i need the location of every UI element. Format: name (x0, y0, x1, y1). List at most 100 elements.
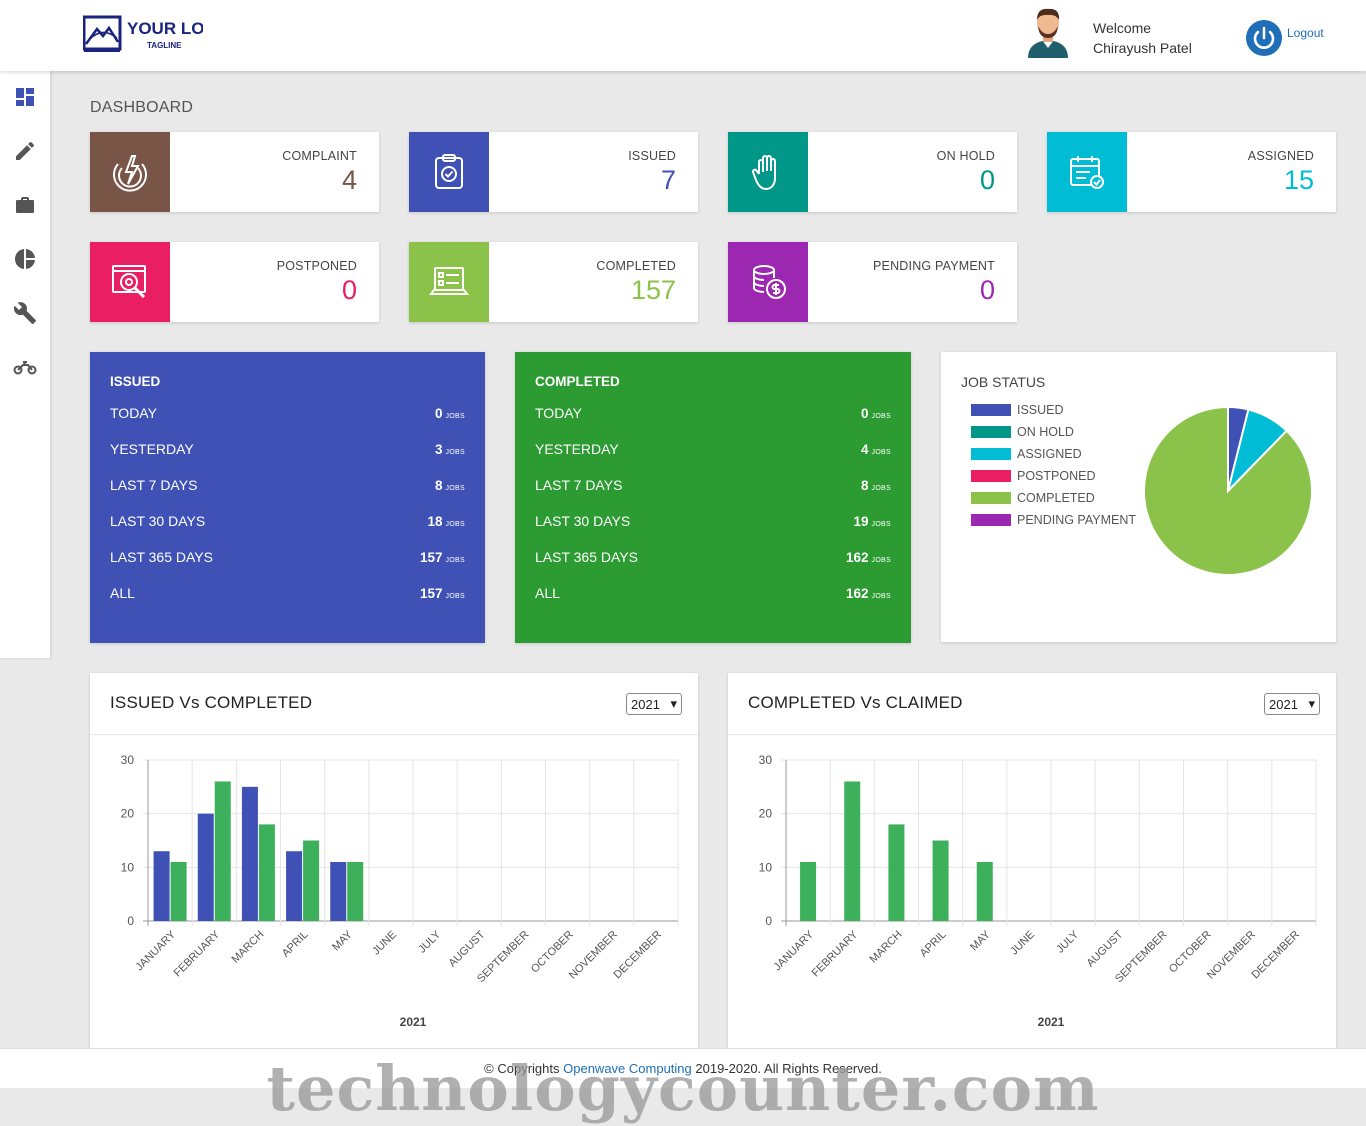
x-tick-label: AUGUST (446, 928, 487, 969)
brand-logo[interactable]: YOUR LOGO TAGLINE (82, 14, 231, 56)
legend-swatch (971, 470, 1011, 482)
bar[interactable] (976, 861, 993, 921)
bar[interactable] (258, 824, 275, 921)
x-tick-label: APRIL (918, 929, 949, 960)
bar[interactable] (888, 824, 905, 921)
pie-chart-icon[interactable] (13, 247, 37, 271)
bar[interactable] (844, 781, 861, 921)
welcome-block: Welcome Chirayush Patel (1093, 18, 1192, 58)
stat-label: COMPLAINT (282, 149, 357, 163)
user-avatar[interactable] (1024, 6, 1072, 58)
stat-card-postponed[interactable]: POSTPONED 0 (90, 242, 379, 322)
stat-value: 157 (630, 275, 676, 305)
page-title: DASHBOARD (90, 99, 194, 116)
legend-swatch (971, 426, 1011, 438)
x-tick-label: APRIL (280, 929, 311, 960)
summary-row: ALL 157 JOBS (110, 585, 465, 621)
summary-row-unit: JOBS (445, 413, 465, 420)
bar[interactable] (303, 840, 320, 922)
bar[interactable] (153, 851, 170, 921)
motorcycle-icon[interactable] (13, 355, 37, 379)
summary-row-value: 162 (845, 586, 869, 601)
bar[interactable] (197, 813, 214, 921)
summary-row-label: LAST 365 DAYS (535, 549, 638, 565)
summary-row-value: 8 (435, 478, 443, 493)
legend-swatch (971, 492, 1011, 504)
stat-value: 4 (341, 165, 357, 195)
stat-card-pending-payment[interactable]: PENDING PAYMENT 0 (728, 242, 1017, 322)
summary-row: LAST 7 DAYS 8 JOBS (110, 477, 465, 513)
summary-row: LAST 365 DAYS 157 JOBS (110, 549, 465, 585)
summary-row-value: 19 (853, 514, 869, 529)
legend-label: ISSUED (1017, 403, 1064, 417)
logo-tagline: TAGLINE (147, 41, 182, 50)
job-status-card: JOB STATUS ISSUED ON HOLD ASSIGNED POSTP… (941, 352, 1336, 642)
legend-item[interactable]: PENDING PAYMENT (971, 509, 1136, 531)
y-tick-label: 10 (759, 860, 773, 874)
x-axis-label: 2021 (1038, 1015, 1065, 1029)
stat-card-assigned[interactable]: ASSIGNED 15 (1047, 132, 1336, 212)
legend-item[interactable]: ASSIGNED (971, 443, 1136, 465)
bar[interactable] (214, 781, 231, 921)
dashboard-icon[interactable] (13, 85, 37, 109)
logo-icon: YOUR LOGO TAGLINE (82, 15, 231, 52)
summary-row-label: TODAY (110, 405, 157, 421)
summary-row-unit: JOBS (445, 449, 465, 456)
bar[interactable] (241, 786, 258, 921)
footer-company-link[interactable]: Openwave Computing (563, 1061, 692, 1076)
wrench-icon[interactable] (13, 301, 37, 325)
year-select[interactable]: 2021 ▾ (626, 693, 682, 715)
bar[interactable] (800, 861, 817, 921)
legend-item[interactable]: COMPLETED (971, 487, 1136, 509)
logout-button[interactable] (1246, 20, 1282, 56)
year-select[interactable]: 2021 ▾ (1264, 693, 1320, 715)
clipboard-check-icon (409, 132, 489, 212)
bar[interactable] (286, 851, 303, 921)
summary-row-unit: JOBS (871, 521, 891, 528)
summary-row: LAST 30 DAYS 19 JOBS (535, 513, 891, 549)
stat-card-issued[interactable]: ISSUED 7 (409, 132, 698, 212)
top-header: YOUR LOGO TAGLINE Welcome Chirayush Pate… (0, 0, 1366, 71)
job-status-pie-chart[interactable] (1143, 406, 1313, 576)
legend-item[interactable]: ISSUED (971, 399, 1136, 421)
summary-row-unit: JOBS (871, 593, 891, 600)
stat-card-completed[interactable]: COMPLETED 157 (409, 242, 698, 322)
coins-dollar-icon (728, 242, 808, 322)
stat-value: 0 (979, 165, 995, 195)
summary-row-unit: JOBS (445, 485, 465, 492)
bar[interactable] (932, 840, 949, 922)
stat-label: ON HOLD (936, 149, 995, 163)
summary-row-unit: JOBS (871, 557, 891, 564)
chart-title: COMPLETED Vs CLAIMED (748, 693, 963, 712)
x-tick-label: JULY (1054, 928, 1081, 955)
pencil-icon[interactable] (13, 139, 37, 163)
summary-row-value: 0 (861, 406, 869, 421)
x-tick-label: MARCH (868, 929, 905, 966)
bar[interactable] (170, 861, 187, 921)
stat-label: PENDING PAYMENT (873, 259, 995, 273)
logo-text: YOUR LOGO (127, 19, 203, 38)
summary-row-unit: JOBS (445, 557, 465, 564)
footer-prefix: © Copyrights (484, 1061, 564, 1076)
briefcase-icon[interactable] (13, 193, 37, 217)
summary-row-label: YESTERDAY (535, 441, 619, 457)
legend-label: POSTPONED (1017, 469, 1096, 483)
bar[interactable] (330, 861, 347, 921)
user-name: Chirayush Patel (1093, 40, 1192, 56)
x-tick-label: FEBRUARY (810, 928, 861, 979)
legend-item[interactable]: ON HOLD (971, 421, 1136, 443)
x-tick-label: MAY (968, 928, 993, 953)
completed-summary-panel: COMPLETED TODAY 0 JOBS YESTERDAY 4 JOBS LAST… (515, 352, 911, 643)
summary-row-value: 3 (435, 442, 443, 457)
x-tick-label: JUNE (1008, 929, 1037, 958)
pie-slice-completed[interactable] (1143, 406, 1313, 576)
legend-item[interactable]: POSTPONED (971, 465, 1136, 487)
y-tick-label: 10 (121, 860, 135, 874)
bar[interactable] (347, 861, 364, 921)
stat-card-complaint[interactable]: COMPLAINT 4 (90, 132, 379, 212)
stat-card-on-hold[interactable]: ON HOLD 0 (728, 132, 1017, 212)
logout-link[interactable]: Logout (1287, 26, 1324, 40)
search-settings-icon (90, 242, 170, 322)
